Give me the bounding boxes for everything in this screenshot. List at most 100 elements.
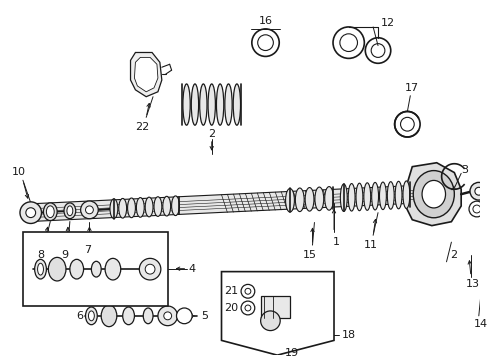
Ellipse shape: [199, 84, 206, 125]
Circle shape: [241, 284, 254, 298]
Ellipse shape: [402, 181, 409, 208]
Ellipse shape: [46, 206, 54, 218]
Circle shape: [244, 305, 250, 311]
Circle shape: [474, 187, 482, 195]
Ellipse shape: [38, 263, 43, 275]
Ellipse shape: [233, 84, 240, 125]
Circle shape: [145, 264, 155, 274]
Text: 17: 17: [405, 83, 419, 93]
Ellipse shape: [64, 203, 76, 219]
Circle shape: [260, 311, 280, 330]
Ellipse shape: [105, 258, 121, 280]
Text: 16: 16: [258, 16, 272, 26]
Circle shape: [81, 201, 98, 219]
Circle shape: [339, 34, 357, 51]
Bar: [260, 296, 289, 318]
Text: 11: 11: [364, 240, 377, 250]
Ellipse shape: [43, 203, 57, 221]
Ellipse shape: [91, 261, 101, 277]
Circle shape: [365, 38, 390, 63]
Ellipse shape: [154, 197, 162, 216]
Ellipse shape: [136, 198, 144, 217]
Text: 4: 4: [188, 264, 195, 274]
Text: 13: 13: [465, 279, 479, 289]
Circle shape: [251, 29, 279, 57]
Circle shape: [469, 183, 487, 200]
Circle shape: [332, 27, 364, 58]
Circle shape: [468, 201, 484, 217]
Circle shape: [20, 202, 41, 224]
Ellipse shape: [163, 196, 170, 216]
Ellipse shape: [119, 198, 126, 218]
Circle shape: [394, 112, 419, 137]
Text: 8: 8: [37, 250, 44, 260]
Ellipse shape: [110, 199, 118, 219]
Circle shape: [158, 306, 177, 326]
Ellipse shape: [127, 198, 135, 218]
Circle shape: [244, 288, 250, 294]
Ellipse shape: [371, 183, 378, 210]
Text: 5: 5: [201, 311, 208, 321]
Ellipse shape: [355, 183, 362, 211]
Ellipse shape: [183, 84, 190, 125]
Circle shape: [257, 35, 273, 50]
Text: 12: 12: [380, 18, 394, 28]
Ellipse shape: [295, 188, 304, 212]
Polygon shape: [130, 53, 162, 97]
Ellipse shape: [48, 257, 66, 281]
Ellipse shape: [386, 182, 393, 209]
Ellipse shape: [143, 308, 153, 324]
Ellipse shape: [324, 186, 333, 210]
Text: 9: 9: [61, 250, 68, 260]
Polygon shape: [134, 57, 158, 92]
Text: 6: 6: [76, 311, 83, 321]
Text: 20: 20: [224, 303, 238, 313]
Text: 7: 7: [84, 245, 91, 255]
Ellipse shape: [421, 180, 445, 208]
Ellipse shape: [363, 183, 370, 210]
Circle shape: [26, 208, 36, 217]
Text: 1: 1: [332, 237, 339, 247]
Ellipse shape: [216, 84, 224, 125]
Ellipse shape: [394, 181, 401, 209]
Ellipse shape: [379, 182, 386, 210]
Ellipse shape: [171, 196, 179, 216]
Ellipse shape: [207, 84, 215, 125]
Text: 21: 21: [224, 286, 238, 296]
Ellipse shape: [412, 171, 453, 218]
Bar: [23, 232, 167, 306]
Text: 18: 18: [341, 330, 355, 341]
Ellipse shape: [191, 84, 198, 125]
Ellipse shape: [101, 305, 117, 327]
Circle shape: [472, 205, 480, 213]
Ellipse shape: [122, 307, 134, 325]
Text: 14: 14: [473, 319, 487, 329]
Ellipse shape: [347, 184, 354, 211]
Circle shape: [139, 258, 161, 280]
Text: 22: 22: [135, 122, 149, 132]
Text: 2: 2: [208, 129, 215, 139]
Circle shape: [400, 117, 413, 131]
Ellipse shape: [70, 259, 83, 279]
Text: 15: 15: [302, 250, 316, 260]
Ellipse shape: [314, 187, 323, 211]
Polygon shape: [405, 163, 460, 226]
Ellipse shape: [88, 311, 94, 321]
Ellipse shape: [340, 184, 346, 211]
Ellipse shape: [285, 189, 294, 212]
Ellipse shape: [145, 197, 153, 217]
Circle shape: [176, 308, 192, 324]
Text: 19: 19: [285, 348, 298, 358]
Polygon shape: [31, 185, 431, 221]
Ellipse shape: [85, 307, 97, 325]
Ellipse shape: [35, 259, 46, 279]
Text: 10: 10: [12, 167, 26, 177]
Circle shape: [370, 44, 384, 57]
Text: 3: 3: [461, 165, 468, 175]
Ellipse shape: [224, 84, 232, 125]
Text: 2: 2: [449, 250, 456, 260]
Polygon shape: [221, 272, 333, 355]
Ellipse shape: [67, 206, 73, 216]
Circle shape: [163, 312, 171, 320]
Ellipse shape: [305, 188, 313, 211]
